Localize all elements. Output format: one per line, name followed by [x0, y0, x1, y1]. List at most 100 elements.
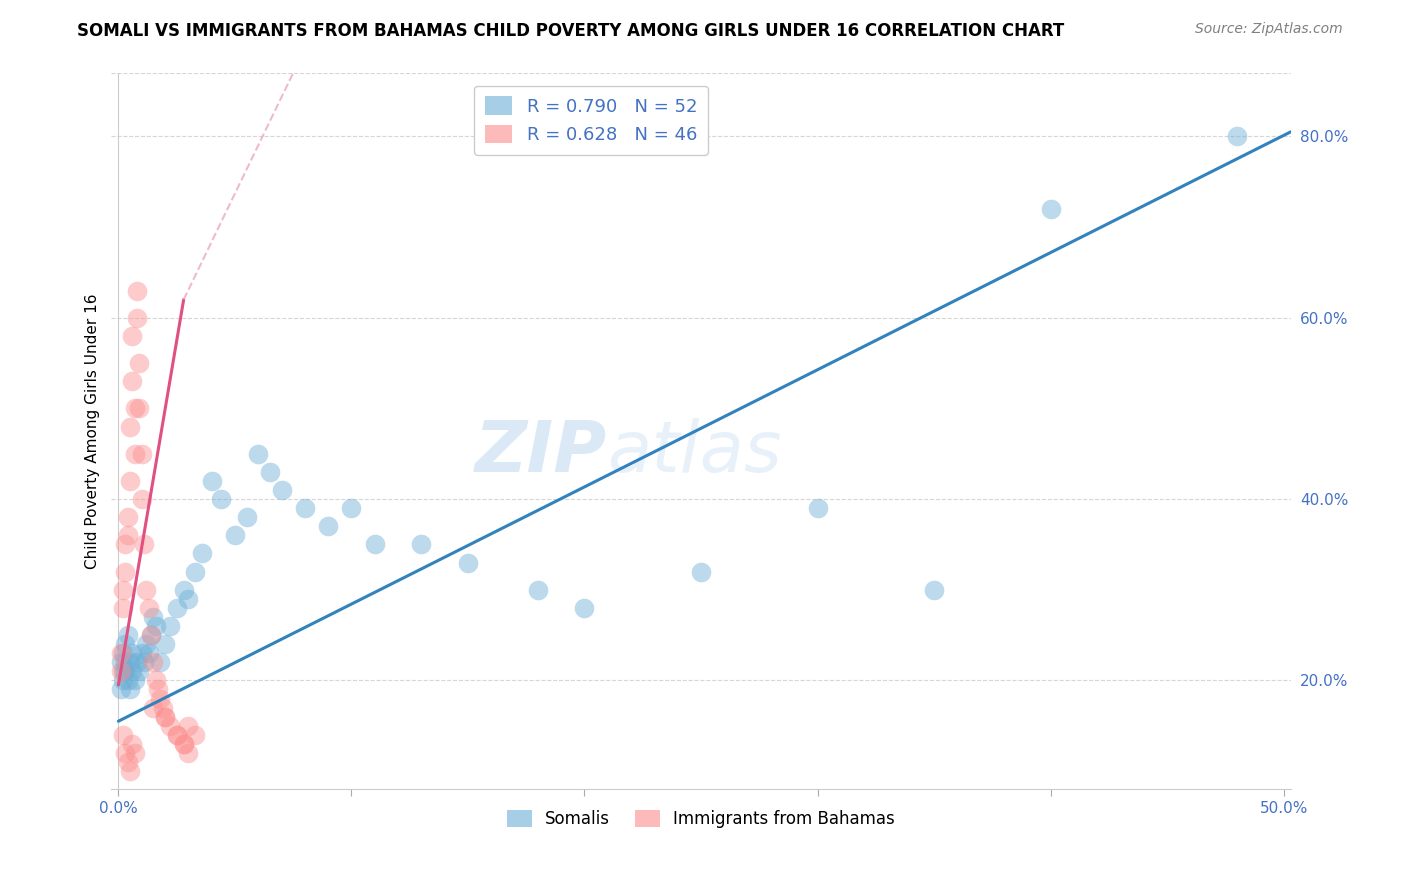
Point: [340, 501, 363, 516]
Point: [149, 691, 172, 706]
Point: [121, 374, 143, 388]
Point: [159, 619, 181, 633]
Point: [235, 510, 257, 524]
Point: [411, 537, 433, 551]
Point: [270, 483, 292, 497]
Point: [173, 582, 195, 597]
Point: [114, 746, 136, 760]
Point: [118, 682, 141, 697]
Point: [117, 510, 139, 524]
Point: [139, 628, 162, 642]
Point: [139, 628, 162, 642]
Point: [457, 556, 479, 570]
Point: [112, 673, 135, 688]
Point: [114, 655, 136, 669]
Point: [112, 665, 135, 679]
Point: [114, 637, 136, 651]
Point: [364, 537, 387, 551]
Point: [922, 582, 945, 597]
Point: [121, 646, 143, 660]
Point: [177, 719, 200, 733]
Point: [146, 682, 169, 697]
Point: [135, 637, 157, 651]
Point: [112, 728, 135, 742]
Point: [138, 600, 160, 615]
Text: atlas: atlas: [606, 418, 782, 487]
Point: [128, 356, 150, 370]
Point: [690, 565, 713, 579]
Point: [159, 719, 181, 733]
Point: [117, 673, 139, 688]
Point: [128, 401, 150, 416]
Point: [166, 600, 188, 615]
Point: [806, 501, 828, 516]
Point: [132, 537, 155, 551]
Point: [117, 528, 139, 542]
Point: [124, 746, 146, 760]
Point: [527, 582, 550, 597]
Point: [142, 610, 165, 624]
Point: [117, 628, 139, 642]
Point: [184, 728, 207, 742]
Point: [114, 565, 136, 579]
Point: [117, 755, 139, 769]
Point: [142, 655, 165, 669]
Text: SOMALI VS IMMIGRANTS FROM BAHAMAS CHILD POVERTY AMONG GIRLS UNDER 16 CORRELATION: SOMALI VS IMMIGRANTS FROM BAHAMAS CHILD …: [77, 22, 1064, 40]
Point: [259, 465, 281, 479]
Point: [1039, 202, 1062, 216]
Point: [121, 737, 143, 751]
Point: [125, 284, 148, 298]
Point: [145, 619, 167, 633]
Point: [131, 646, 153, 660]
Point: [125, 310, 148, 325]
Point: [294, 501, 316, 516]
Point: [131, 492, 153, 507]
Point: [153, 709, 176, 723]
Point: [209, 492, 232, 507]
Point: [118, 655, 141, 669]
Point: [173, 737, 195, 751]
Point: [153, 637, 176, 651]
Point: [124, 447, 146, 461]
Point: [166, 728, 188, 742]
Y-axis label: Child Poverty Among Girls Under 16: Child Poverty Among Girls Under 16: [86, 293, 100, 569]
Point: [110, 646, 132, 660]
Point: [118, 764, 141, 778]
Point: [316, 519, 339, 533]
Point: [110, 665, 132, 679]
Point: [145, 673, 167, 688]
Point: [224, 528, 246, 542]
Point: [121, 329, 143, 343]
Point: [110, 682, 132, 697]
Point: [173, 737, 195, 751]
Point: [112, 582, 135, 597]
Point: [138, 646, 160, 660]
Point: [114, 537, 136, 551]
Point: [247, 447, 270, 461]
Point: [153, 709, 176, 723]
Point: [114, 665, 136, 679]
Legend: Somalis, Immigrants from Bahamas: Somalis, Immigrants from Bahamas: [501, 803, 901, 835]
Point: [131, 447, 153, 461]
Point: [118, 419, 141, 434]
Point: [125, 655, 148, 669]
Point: [128, 665, 150, 679]
Point: [574, 600, 596, 615]
Point: [184, 565, 207, 579]
Point: [135, 582, 157, 597]
Point: [124, 401, 146, 416]
Point: [121, 665, 143, 679]
Point: [124, 673, 146, 688]
Text: Source: ZipAtlas.com: Source: ZipAtlas.com: [1195, 22, 1343, 37]
Point: [112, 646, 135, 660]
Point: [166, 728, 188, 742]
Point: [201, 474, 224, 488]
Point: [191, 547, 214, 561]
Point: [118, 474, 141, 488]
Point: [110, 655, 132, 669]
Text: ZIP: ZIP: [474, 418, 606, 487]
Point: [132, 655, 155, 669]
Point: [1226, 129, 1249, 144]
Point: [149, 655, 172, 669]
Point: [112, 600, 135, 615]
